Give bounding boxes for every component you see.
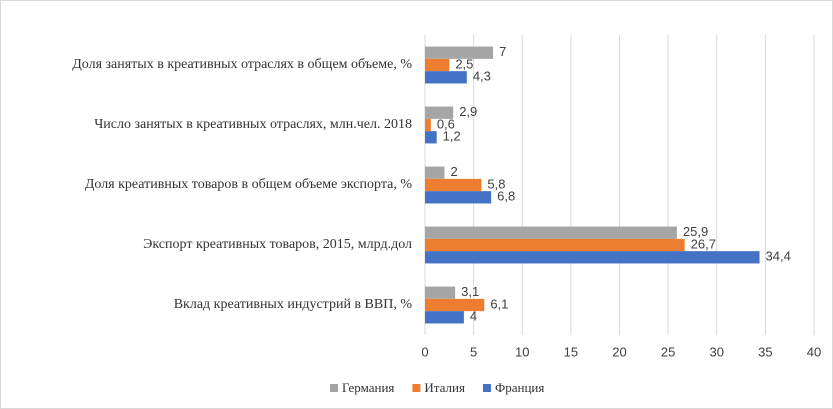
legend-label: Германия	[342, 380, 394, 395]
value-label: 2,9	[459, 104, 477, 119]
x-tick-label: 25	[661, 344, 675, 359]
bar	[425, 311, 464, 324]
category-label: Доля креативных товаров в общем объеме э…	[85, 177, 413, 192]
x-tick-label: 10	[515, 344, 529, 359]
legend-label: Франция	[495, 380, 544, 395]
value-label: 7	[499, 44, 506, 59]
value-label: 6,8	[497, 189, 515, 204]
value-label: 2,5	[455, 56, 473, 71]
category-label: Вклад креативных индустрий в ВВП, %	[174, 297, 413, 312]
bar	[425, 166, 445, 179]
x-tick-label: 15	[564, 344, 578, 359]
value-label: 4,3	[473, 69, 491, 84]
value-label: 0,6	[437, 116, 455, 131]
x-tick-label: 40	[807, 344, 821, 359]
x-tick-label: 30	[710, 344, 724, 359]
value-label: 4	[470, 309, 477, 324]
bar	[425, 251, 760, 264]
legend-swatch	[330, 384, 338, 392]
x-tick-label: 20	[612, 344, 626, 359]
legend-swatch	[482, 384, 491, 392]
bar	[425, 226, 677, 239]
value-label: 34,4	[766, 249, 791, 264]
legend-swatch	[412, 384, 421, 392]
x-tick-label: 35	[758, 344, 772, 359]
value-label: 5,8	[487, 176, 505, 191]
bar	[425, 118, 431, 132]
bar	[425, 178, 482, 192]
value-label: 25,9	[683, 224, 708, 239]
value-label: 6,1	[490, 296, 508, 311]
category-label: Число занятых в креативных отраслях, млн…	[94, 117, 412, 132]
value-label: 2	[450, 164, 457, 179]
category-label: Экспорт креативных товаров, 2015, млрд.д…	[143, 237, 412, 252]
value-label: 1,2	[443, 129, 461, 144]
value-label: 3,1	[461, 284, 479, 299]
bar	[425, 286, 456, 299]
value-label: 26,7	[691, 236, 716, 251]
bar	[425, 298, 485, 312]
bar	[425, 191, 492, 204]
category-label: Доля занятых в креативных отраслях в общ…	[72, 57, 412, 72]
bar	[425, 58, 450, 72]
x-tick-label: 0	[421, 344, 428, 359]
bar	[425, 46, 494, 59]
bar	[425, 71, 467, 84]
bar	[425, 238, 685, 252]
x-tick-label: 5	[470, 344, 477, 359]
bar	[425, 131, 437, 144]
legend-label: Италия	[424, 380, 465, 395]
bar	[425, 106, 454, 119]
